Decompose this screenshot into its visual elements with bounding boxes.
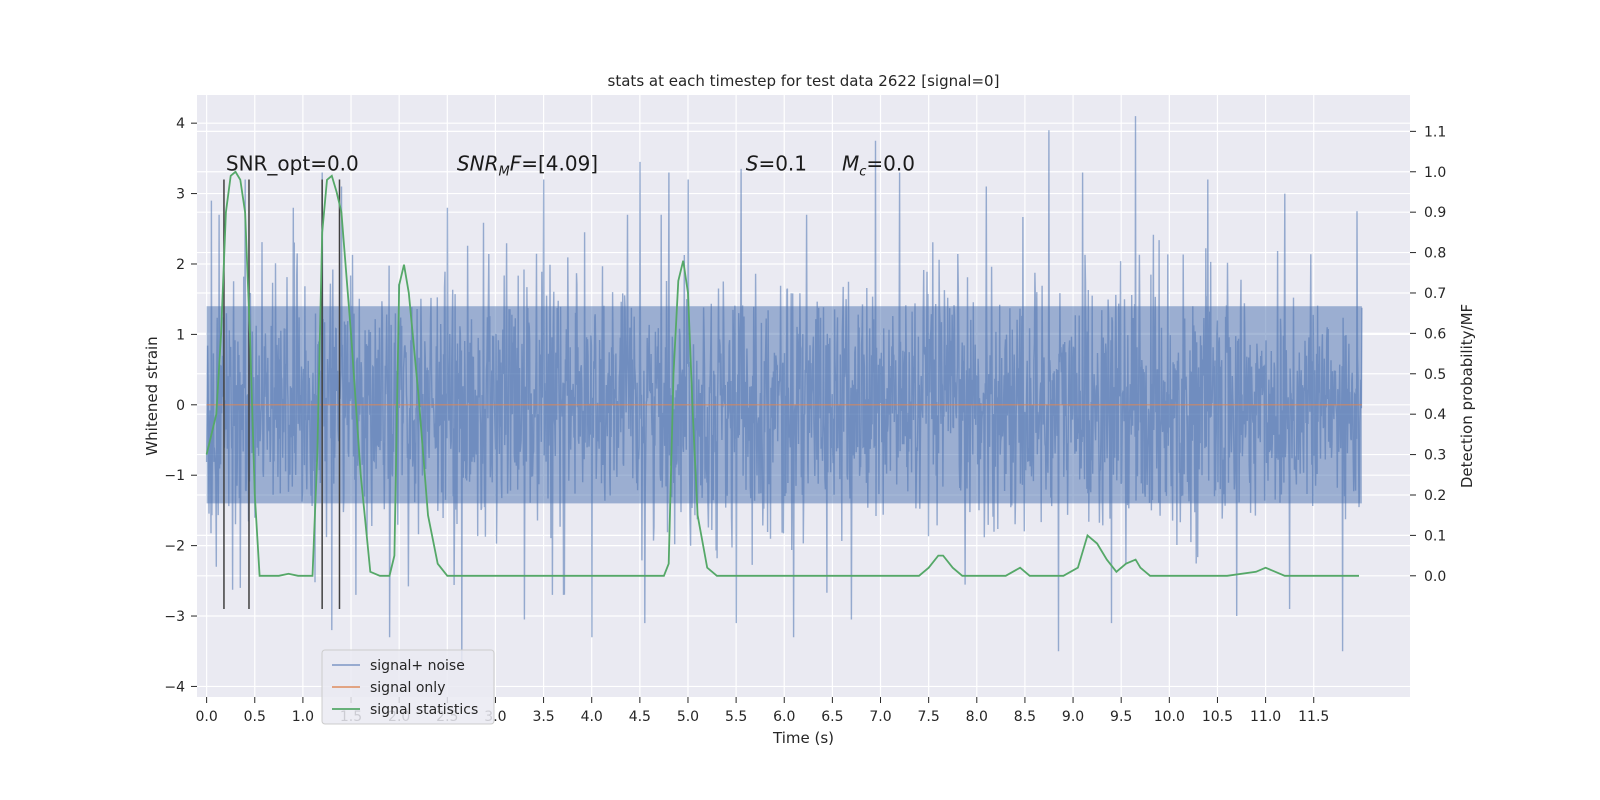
y-axis-ticks: −4 −3 −2 −1 0 1 2 3 4 — [164, 116, 197, 695]
y-tick-label: −2 — [164, 539, 185, 555]
y-tick-label: 4 — [176, 116, 185, 132]
x-tick-label: 10.5 — [1202, 709, 1233, 725]
legend-label-signal: signal only — [370, 680, 445, 696]
stats-line — [205, 170, 1359, 577]
annotation-main: M — [842, 151, 859, 175]
y2-tick-label: 1.0 — [1424, 165, 1446, 181]
x-tick-label: 5.0 — [677, 709, 699, 725]
legend-box — [321, 649, 495, 725]
y-tick-label: −3 — [164, 609, 185, 625]
legend-label-noise: signal+ noise — [370, 658, 465, 674]
stats-series — [205, 170, 1359, 577]
chart-title: stats at each timestep for test data 262… — [608, 72, 1000, 90]
x-tick-label: 9.5 — [1110, 709, 1132, 725]
x-tick-label: 6.0 — [773, 709, 795, 725]
y-tick-label: 1 — [176, 327, 185, 343]
y-axis-label: Whitened strain — [143, 336, 161, 455]
y2-tick-label: 0.3 — [1424, 448, 1446, 464]
annotation: SNR_opt=0.0 — [226, 151, 359, 175]
annotation-subscript: M — [498, 164, 509, 179]
y2-tick-label: 0.9 — [1424, 205, 1446, 221]
y2-axis-label: Detection probability/MF — [1458, 304, 1476, 488]
x-tick-label: 1.0 — [292, 709, 314, 725]
y-tick-label: −4 — [164, 679, 185, 695]
x-tick-label: 11.0 — [1250, 709, 1281, 725]
x-tick-label: 8.5 — [1014, 709, 1036, 725]
legend-label-stats: signal statistics — [370, 702, 478, 718]
x-tick-label: 7.5 — [918, 709, 940, 725]
x-tick-label: 10.0 — [1154, 709, 1185, 725]
x-tick-label: 0.5 — [244, 709, 266, 725]
y2-tick-label: 0.5 — [1424, 367, 1446, 383]
legend: signal+ noise signal only signal statist… — [321, 649, 495, 725]
annotation-rest: F=[4.09] — [510, 151, 598, 175]
x-tick-label: 7.0 — [869, 709, 891, 725]
x-tick-label: 9.0 — [1062, 709, 1084, 725]
x-tick-label: 0.0 — [195, 709, 217, 725]
y2-tick-label: 0.0 — [1424, 569, 1446, 585]
x-axis-label: Time (s) — [772, 729, 834, 747]
annotations: SNR_opt=0.0 SNRMF=[4.09] S=0.1 Mc=0.0 — [226, 151, 915, 179]
y2-tick-label: 0.1 — [1424, 528, 1446, 544]
y2-tick-label: 0.4 — [1424, 407, 1446, 423]
x-tick-label: 6.5 — [821, 709, 843, 725]
x-tick-label: 11.5 — [1298, 709, 1329, 725]
annotation: SNRMF=[4.09] — [457, 151, 598, 179]
noise-trace — [205, 116, 1363, 669]
x-tick-label: 4.5 — [629, 709, 651, 725]
y2-tick-label: 0.7 — [1424, 286, 1446, 302]
y2-tick-label: 0.8 — [1424, 246, 1446, 262]
annotation-subscript: c — [859, 164, 866, 179]
annotation-rest-plain: =[4.09] — [521, 151, 598, 175]
x-tick-label: 3.5 — [532, 709, 554, 725]
y-tick-label: 3 — [176, 187, 185, 203]
y2-axis-ticks: 0.0 0.1 0.2 0.3 0.4 0.5 0.6 0.7 0.8 0.9 1.0 1.1 — [1410, 124, 1446, 585]
annotation-rest: =0.0 — [866, 151, 915, 175]
y2-tick-label: 1.1 — [1424, 124, 1446, 140]
annotation-main: SNR_opt=0.0 — [226, 151, 359, 175]
annotation-rest-italic: F — [510, 151, 522, 175]
annotation-rest: =0.1 — [758, 151, 807, 175]
y-tick-label: 2 — [176, 257, 185, 273]
y2-tick-label: 0.2 — [1424, 488, 1446, 504]
y-tick-label: −1 — [164, 468, 185, 484]
y2-tick-label: 0.6 — [1424, 326, 1446, 342]
x-tick-label: 8.0 — [966, 709, 988, 725]
annotation: S=0.1 — [746, 151, 807, 175]
x-tick-label: 4.0 — [581, 709, 603, 725]
y-tick-label: 0 — [176, 398, 185, 414]
annotation-main: S — [746, 151, 759, 175]
x-tick-label: 5.5 — [725, 709, 747, 725]
annotation-main: SNR — [457, 151, 499, 175]
annotation: Mc=0.0 — [842, 151, 915, 179]
